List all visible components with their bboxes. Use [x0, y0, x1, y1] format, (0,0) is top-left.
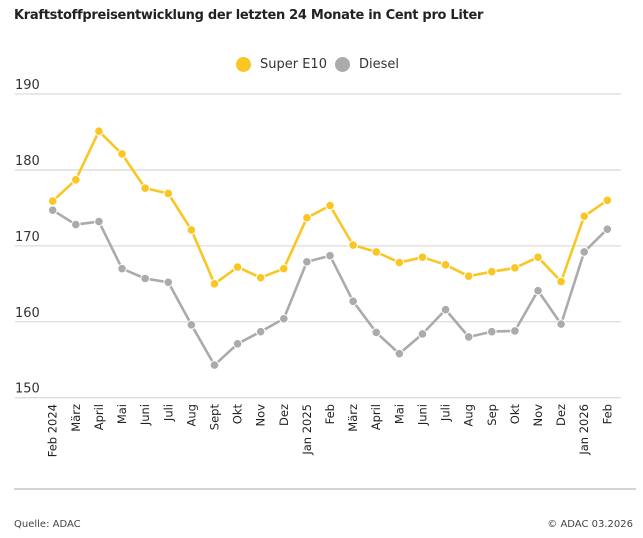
data-point-super-e10[interactable]	[302, 212, 312, 223]
data-point-super-e10[interactable]	[47, 196, 58, 206]
data-point-diesel[interactable]	[209, 360, 220, 370]
chart-title: Kraftstoffpreisentwicklung der letzten 2…	[14, 8, 484, 23]
data-point-super-e10[interactable]	[602, 195, 613, 206]
data-point-diesel[interactable]	[510, 326, 520, 336]
x-tick-label: Aug	[184, 404, 198, 426]
source-note: Quelle: ADAC	[14, 519, 81, 530]
x-tick-label: Okt	[231, 404, 245, 425]
data-point-super-e10[interactable]	[394, 257, 405, 268]
x-tick-label: März	[69, 404, 83, 432]
data-point-super-e10[interactable]	[486, 266, 497, 277]
x-tick-label: Dez	[277, 404, 291, 426]
data-point-super-e10[interactable]	[325, 200, 335, 211]
x-tick-label: April	[92, 404, 106, 430]
x-tick-label: Feb 2024	[46, 404, 60, 457]
data-point-diesel[interactable]	[602, 224, 613, 234]
data-point-diesel[interactable]	[556, 319, 566, 329]
data-point-diesel[interactable]	[371, 327, 382, 338]
x-tick-label: Sept	[207, 404, 221, 431]
x-tick-label: Jan 2025	[300, 404, 314, 456]
y-tick-label: 160	[15, 306, 40, 321]
data-point-super-e10[interactable]	[417, 252, 428, 263]
data-point-super-e10[interactable]	[209, 279, 220, 289]
data-point-super-e10[interactable]	[556, 276, 566, 287]
data-point-diesel[interactable]	[279, 313, 289, 324]
data-point-diesel[interactable]	[117, 263, 127, 274]
data-point-diesel[interactable]	[232, 338, 243, 349]
data-point-diesel[interactable]	[302, 256, 312, 267]
legend-item-super-e10[interactable]: Super E10	[236, 57, 327, 72]
data-point-super-e10[interactable]	[279, 263, 289, 274]
x-tick-label: Mai	[115, 404, 129, 424]
x-tick-label: April	[369, 404, 383, 430]
data-point-diesel[interactable]	[255, 326, 266, 337]
data-point-diesel[interactable]	[186, 320, 197, 330]
data-point-super-e10[interactable]	[140, 183, 150, 193]
footer-divider	[14, 488, 636, 490]
series-points	[47, 126, 613, 370]
data-point-super-e10[interactable]	[440, 260, 451, 270]
series-lines	[51, 129, 609, 367]
x-tick-label: Jan 2026	[577, 404, 591, 456]
data-point-diesel[interactable]	[163, 277, 174, 288]
data-point-diesel[interactable]	[325, 250, 335, 261]
x-tick-label: Juli	[439, 404, 453, 422]
data-point-super-e10[interactable]	[163, 188, 174, 199]
x-tick-label: Feb	[600, 404, 614, 424]
series-line-diesel	[52, 209, 609, 367]
x-tick-label: Nov	[254, 404, 268, 427]
data-point-diesel[interactable]	[533, 285, 543, 296]
data-point-diesel[interactable]	[463, 332, 474, 342]
data-point-diesel[interactable]	[440, 304, 451, 315]
x-tick-labels: Feb 2024 März April Mai Juni Juli Aug Sept Okt No…	[46, 404, 615, 458]
data-point-diesel[interactable]	[579, 247, 590, 257]
x-tick-label: Feb	[323, 404, 337, 424]
legend-dot-super-e10-icon	[236, 57, 251, 72]
data-point-super-e10[interactable]	[579, 211, 590, 222]
line-chart: 150 160 170 180 190 Feb 2024 März April Mai Juni…	[15, 78, 621, 458]
y-tick-label: 180	[15, 154, 40, 169]
x-tick-label: Dez	[554, 404, 568, 426]
data-point-super-e10[interactable]	[71, 174, 81, 185]
legend: Super E10 Diesel	[236, 57, 407, 72]
data-point-diesel[interactable]	[71, 219, 81, 230]
y-tick-label: 150	[15, 382, 40, 397]
data-point-super-e10[interactable]	[371, 247, 382, 257]
legend-label-diesel: Diesel	[358, 57, 399, 72]
x-tick-label: Juni	[138, 404, 152, 426]
legend-label-super-e10: Super E10	[260, 57, 327, 72]
data-point-diesel[interactable]	[94, 216, 104, 227]
data-point-super-e10[interactable]	[94, 126, 104, 137]
y-tick-label: 170	[15, 230, 40, 245]
legend-dot-diesel-icon	[334, 57, 350, 72]
y-tick-labels: 150 160 170 180 190	[15, 78, 40, 397]
data-point-super-e10[interactable]	[232, 262, 243, 272]
data-point-diesel[interactable]	[486, 326, 497, 337]
data-point-diesel[interactable]	[417, 329, 428, 339]
data-point-super-e10[interactable]	[463, 271, 474, 282]
x-tick-label: Sep	[485, 404, 499, 426]
data-point-diesel[interactable]	[47, 205, 58, 215]
data-point-diesel[interactable]	[140, 273, 150, 284]
legend-item-diesel[interactable]: Diesel	[334, 57, 399, 72]
copyright-note: © ADAC 03.2026	[547, 519, 633, 530]
data-point-super-e10[interactable]	[533, 252, 543, 263]
data-point-super-e10[interactable]	[117, 149, 127, 159]
y-tick-label: 190	[15, 78, 40, 93]
data-point-super-e10[interactable]	[348, 240, 358, 250]
x-tick-label: Juli	[161, 404, 175, 422]
data-point-diesel[interactable]	[348, 296, 358, 307]
x-tick-label: Juni	[415, 404, 429, 426]
x-tick-label: Okt	[508, 404, 522, 425]
data-point-super-e10[interactable]	[186, 225, 197, 235]
x-tick-label: Aug	[462, 404, 476, 426]
data-point-super-e10[interactable]	[255, 272, 266, 283]
x-tick-label: Nov	[531, 404, 545, 427]
x-tick-label: März	[346, 404, 360, 432]
x-tick-label: Mai	[392, 404, 406, 424]
data-point-super-e10[interactable]	[510, 263, 520, 273]
data-point-diesel[interactable]	[394, 348, 405, 359]
